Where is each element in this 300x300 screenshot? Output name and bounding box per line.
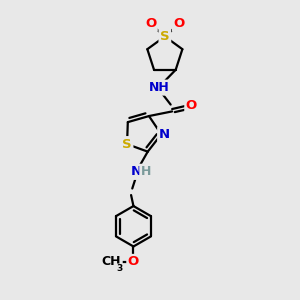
- Text: NH: NH: [148, 81, 169, 94]
- Text: S: S: [122, 138, 132, 151]
- Text: O: O: [145, 17, 156, 31]
- Text: O: O: [173, 17, 185, 31]
- Text: O: O: [186, 99, 197, 112]
- Text: 3: 3: [116, 264, 122, 273]
- Text: S: S: [160, 30, 170, 43]
- Text: O: O: [128, 255, 139, 268]
- Text: H: H: [141, 165, 151, 178]
- Text: N: N: [130, 165, 141, 178]
- Text: N: N: [159, 128, 170, 141]
- Text: CH: CH: [102, 255, 121, 268]
